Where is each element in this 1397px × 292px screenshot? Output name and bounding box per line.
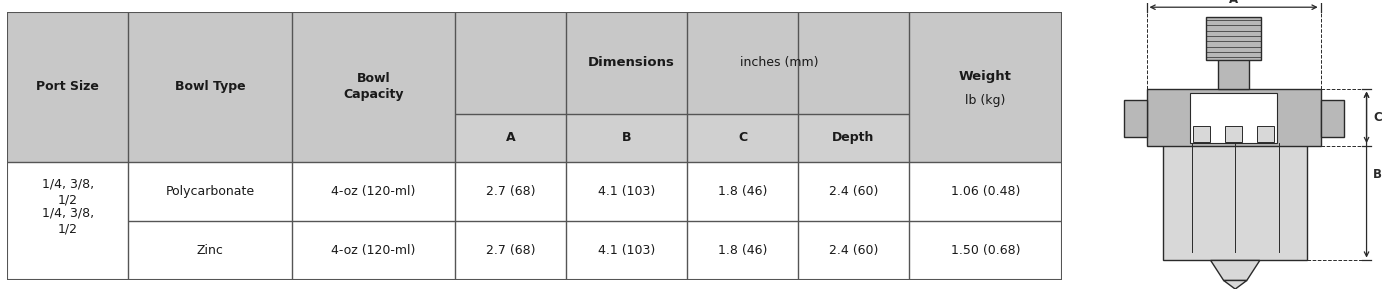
Text: inches (mm): inches (mm) [736,56,819,69]
Text: B: B [1373,168,1382,181]
Bar [7,162,129,221]
Bar [1162,140,1308,260]
Bar [909,221,1062,280]
Bar [292,221,455,280]
Text: 1.8 (46): 1.8 (46) [718,244,767,257]
Text: 2.4 (60): 2.4 (60) [828,244,879,257]
Text: 2.7 (68): 2.7 (68) [486,185,535,198]
Bar [566,114,687,162]
Bar [1218,54,1249,89]
Text: 1/4, 3/8,
1/2: 1/4, 3/8, 1/2 [42,177,94,206]
Bar [566,162,687,221]
Bar [1207,17,1260,60]
Text: 1.8 (46): 1.8 (46) [718,185,767,198]
Bar [455,114,566,162]
Bar [455,12,909,114]
Text: A: A [1229,0,1238,6]
Text: Weight: Weight [958,70,1011,83]
Polygon shape [1224,281,1246,289]
Text: Bowl
Capacity: Bowl Capacity [344,72,404,101]
Bar [798,221,909,280]
Bar [1123,100,1147,138]
Bar [798,114,909,162]
Text: B: B [622,131,631,145]
Bar [909,12,1062,162]
Bar [129,221,292,280]
Bar [687,114,798,162]
Bar [1225,126,1242,142]
Bar [566,221,687,280]
Text: Port Size: Port Size [36,80,99,93]
Bar [455,221,566,280]
Text: 2.4 (60): 2.4 (60) [828,185,879,198]
Text: 1.50 (0.68): 1.50 (0.68) [950,244,1020,257]
Text: lb (kg): lb (kg) [965,94,1006,107]
Text: C: C [1373,111,1382,124]
Bar [687,162,798,221]
Bar [292,162,455,221]
Bar [1257,126,1274,142]
Text: 4-oz (120-ml): 4-oz (120-ml) [331,185,416,198]
Bar [455,162,566,221]
Bar [129,162,292,221]
Bar [1320,100,1344,138]
Bar [7,12,129,162]
Bar [798,162,909,221]
Text: 1.06 (0.48): 1.06 (0.48) [950,185,1020,198]
Bar [909,162,1062,221]
Text: 4.1 (103): 4.1 (103) [598,185,655,198]
Bar [129,12,292,162]
Bar [1190,93,1277,143]
Bar [1193,126,1210,142]
Text: 2.7 (68): 2.7 (68) [486,244,535,257]
Text: A: A [506,131,515,145]
Text: 4.1 (103): 4.1 (103) [598,244,655,257]
Text: Bowl Type: Bowl Type [175,80,246,93]
Text: Depth: Depth [833,131,875,145]
Text: Dimensions: Dimensions [588,56,675,69]
Bar [1147,89,1320,146]
Text: Zinc: Zinc [197,244,224,257]
Text: 1/4, 3/8,
1/2: 1/4, 3/8, 1/2 [42,207,94,236]
Text: C: C [738,131,747,145]
Bar [7,221,129,280]
Text: Polycarbonate: Polycarbonate [165,185,254,198]
Text: 4-oz (120-ml): 4-oz (120-ml) [331,244,416,257]
Bar [687,221,798,280]
Bar [292,12,455,162]
Polygon shape [1211,260,1260,281]
Bar [7,162,129,280]
